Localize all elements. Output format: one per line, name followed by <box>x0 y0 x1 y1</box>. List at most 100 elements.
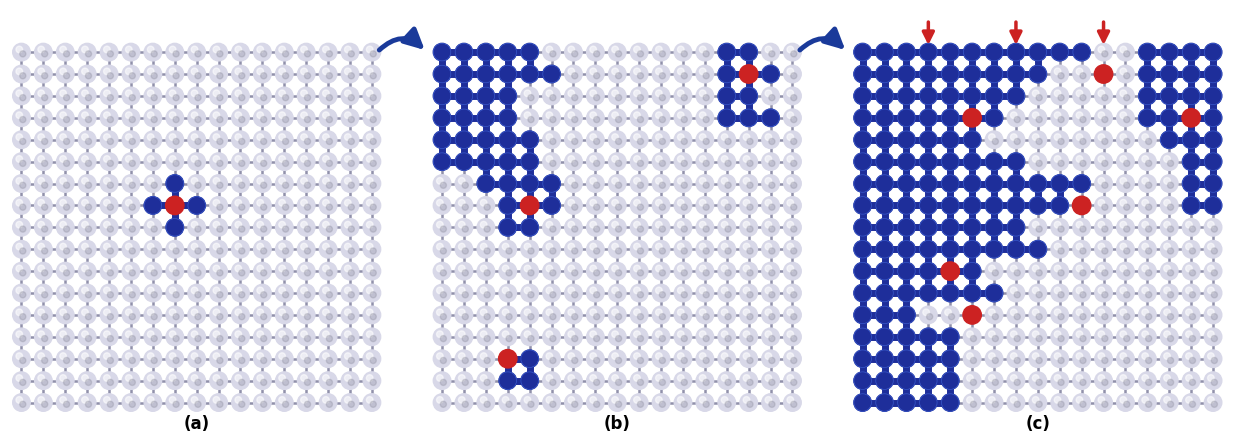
Circle shape <box>78 219 96 236</box>
Circle shape <box>239 226 245 232</box>
Circle shape <box>674 219 691 236</box>
Circle shape <box>631 219 648 236</box>
Circle shape <box>166 306 183 324</box>
Circle shape <box>1190 292 1195 298</box>
Circle shape <box>364 240 381 258</box>
Circle shape <box>216 313 223 320</box>
Circle shape <box>502 287 508 294</box>
Circle shape <box>1051 240 1069 258</box>
Circle shape <box>506 313 512 320</box>
Circle shape <box>633 397 641 403</box>
Circle shape <box>254 372 271 389</box>
Circle shape <box>941 328 959 346</box>
Circle shape <box>1119 287 1127 294</box>
Circle shape <box>988 331 996 338</box>
Circle shape <box>586 372 604 389</box>
Circle shape <box>506 292 512 298</box>
Circle shape <box>1160 109 1178 126</box>
Circle shape <box>364 43 381 61</box>
Circle shape <box>1190 226 1195 232</box>
Circle shape <box>1014 270 1021 276</box>
Circle shape <box>1051 350 1069 368</box>
Circle shape <box>254 284 271 302</box>
Circle shape <box>637 160 643 166</box>
Circle shape <box>637 94 643 101</box>
Circle shape <box>100 87 118 105</box>
Circle shape <box>784 197 802 214</box>
Circle shape <box>364 372 381 389</box>
Circle shape <box>455 175 473 192</box>
Circle shape <box>941 306 959 324</box>
Circle shape <box>919 219 938 236</box>
Circle shape <box>1185 309 1192 316</box>
Circle shape <box>1098 353 1105 359</box>
Circle shape <box>319 87 336 105</box>
Circle shape <box>440 182 447 188</box>
Circle shape <box>528 248 534 254</box>
Circle shape <box>147 155 155 162</box>
Circle shape <box>1142 134 1148 140</box>
Circle shape <box>108 248 114 254</box>
Circle shape <box>1029 43 1047 61</box>
Circle shape <box>616 116 622 123</box>
Circle shape <box>16 265 22 272</box>
Circle shape <box>1058 313 1064 320</box>
Circle shape <box>524 265 531 272</box>
Circle shape <box>612 90 618 97</box>
Circle shape <box>652 197 669 214</box>
Circle shape <box>192 155 198 162</box>
Circle shape <box>631 306 648 324</box>
Circle shape <box>703 270 709 276</box>
Circle shape <box>528 292 534 298</box>
Circle shape <box>20 116 26 123</box>
Circle shape <box>787 243 794 250</box>
Circle shape <box>682 357 688 364</box>
Circle shape <box>549 116 555 123</box>
Circle shape <box>57 175 74 192</box>
Circle shape <box>854 219 871 236</box>
Circle shape <box>145 43 162 61</box>
Circle shape <box>327 357 333 364</box>
Circle shape <box>42 336 48 342</box>
Circle shape <box>740 197 757 214</box>
Circle shape <box>38 155 45 162</box>
Circle shape <box>571 270 578 276</box>
Circle shape <box>590 331 596 338</box>
Circle shape <box>1033 155 1039 162</box>
Circle shape <box>85 226 92 232</box>
Circle shape <box>699 243 706 250</box>
Circle shape <box>16 243 22 250</box>
Circle shape <box>717 109 736 126</box>
Circle shape <box>1011 353 1017 359</box>
Circle shape <box>499 109 517 126</box>
Circle shape <box>1138 394 1157 411</box>
Circle shape <box>213 353 220 359</box>
Circle shape <box>364 284 381 302</box>
Circle shape <box>696 328 714 346</box>
Circle shape <box>637 313 643 320</box>
Circle shape <box>213 375 220 381</box>
Circle shape <box>568 221 575 228</box>
Circle shape <box>1029 219 1047 236</box>
Circle shape <box>1183 262 1200 280</box>
Circle shape <box>231 306 249 324</box>
Circle shape <box>455 240 473 258</box>
Circle shape <box>696 350 714 368</box>
Circle shape <box>323 46 329 53</box>
Circle shape <box>1160 306 1178 324</box>
Circle shape <box>20 248 26 254</box>
Circle shape <box>341 350 359 368</box>
Circle shape <box>594 139 600 145</box>
Circle shape <box>854 153 871 170</box>
Circle shape <box>455 109 473 126</box>
Circle shape <box>1072 219 1090 236</box>
Circle shape <box>261 139 267 145</box>
Circle shape <box>1205 197 1222 214</box>
Circle shape <box>297 197 315 214</box>
Circle shape <box>210 65 228 83</box>
Circle shape <box>1142 200 1148 206</box>
Circle shape <box>725 401 731 407</box>
Circle shape <box>63 116 69 123</box>
Circle shape <box>1076 309 1082 316</box>
Circle shape <box>725 379 731 385</box>
